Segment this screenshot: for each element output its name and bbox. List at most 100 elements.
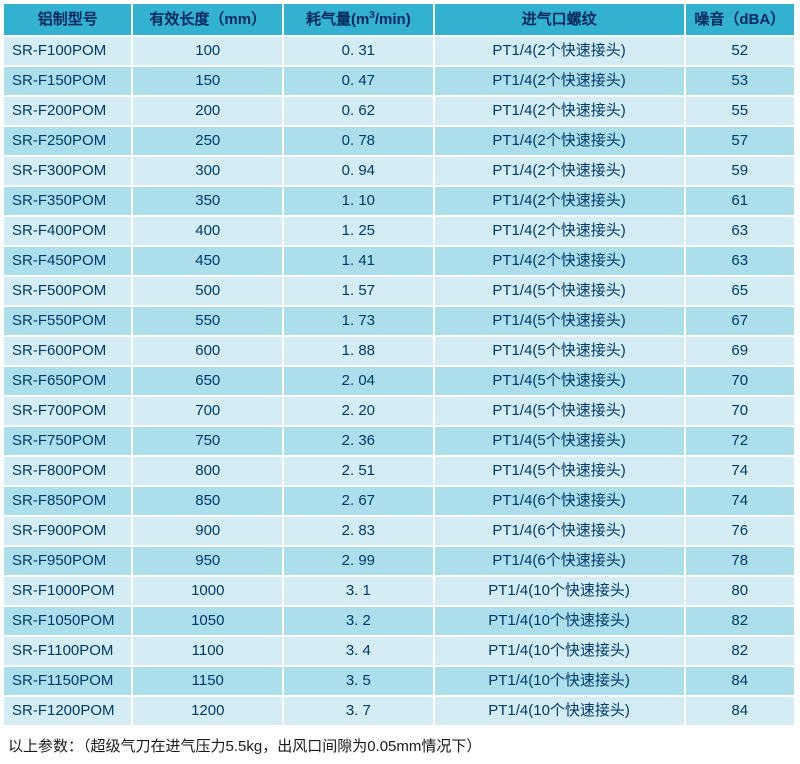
table-cell: 82 xyxy=(685,636,795,666)
table-row: SR-F100POM1000. 31PT1/4(2个快速接头)52 xyxy=(4,36,795,66)
table-cell: 1000 xyxy=(132,576,283,606)
table-cell: 0. 78 xyxy=(283,126,434,156)
table-cell: 0. 31 xyxy=(283,36,434,66)
table-cell: PT1/4(10个快速接头) xyxy=(434,696,685,726)
col-header-noise: 噪音（dBA） xyxy=(685,4,795,36)
table-cell: PT1/4(5个快速接头) xyxy=(434,336,685,366)
table-cell: 78 xyxy=(685,546,795,576)
table-cell: 1. 57 xyxy=(283,276,434,306)
table-cell: 100 xyxy=(132,36,283,66)
table-cell: PT1/4(6个快速接头) xyxy=(434,486,685,516)
col-header-model: 铝制型号 xyxy=(4,4,132,36)
table-cell: 3. 1 xyxy=(283,576,434,606)
table-cell: PT1/4(2个快速接头) xyxy=(434,126,685,156)
table-cell: 0. 47 xyxy=(283,66,434,96)
table-cell: PT1/4(2个快速接头) xyxy=(434,186,685,216)
table-cell: SR-F250POM xyxy=(4,126,132,156)
table-cell: 700 xyxy=(132,396,283,426)
table-cell: 300 xyxy=(132,156,283,186)
table-cell: 1050 xyxy=(132,606,283,636)
table-cell: SR-F550POM xyxy=(4,306,132,336)
table-row: SR-F350POM3501. 10PT1/4(2个快速接头)61 xyxy=(4,186,795,216)
table-row: SR-F400POM4001. 25PT1/4(2个快速接头)63 xyxy=(4,216,795,246)
table-cell: 84 xyxy=(685,696,795,726)
table-cell: 1. 41 xyxy=(283,246,434,276)
table-cell: PT1/4(2个快速接头) xyxy=(434,96,685,126)
table-cell: 84 xyxy=(685,666,795,696)
table-row: SR-F150POM1500. 47PT1/4(2个快速接头)53 xyxy=(4,66,795,96)
table-cell: PT1/4(2个快速接头) xyxy=(434,216,685,246)
table-cell: PT1/4(5个快速接头) xyxy=(434,366,685,396)
table-cell: SR-F700POM xyxy=(4,396,132,426)
table-cell: 950 xyxy=(132,546,283,576)
col-header-airflow: 耗气量(m3/min) xyxy=(283,4,434,36)
table-cell: 69 xyxy=(685,336,795,366)
table-cell: SR-F850POM xyxy=(4,486,132,516)
table-cell: 2. 51 xyxy=(283,456,434,486)
table-cell: 350 xyxy=(132,186,283,216)
table-cell: SR-F600POM xyxy=(4,336,132,366)
table-cell: SR-F650POM xyxy=(4,366,132,396)
table-cell: 1100 xyxy=(132,636,283,666)
table-cell: 1. 88 xyxy=(283,336,434,366)
table-cell: SR-F750POM xyxy=(4,426,132,456)
table-cell: PT1/4(5个快速接头) xyxy=(434,276,685,306)
table-row: SR-F650POM6502. 04PT1/4(5个快速接头)70 xyxy=(4,366,795,396)
table-cell: PT1/4(10个快速接头) xyxy=(434,636,685,666)
table-cell: PT1/4(6个快速接头) xyxy=(434,516,685,546)
table-cell: SR-F800POM xyxy=(4,456,132,486)
table-cell: SR-F500POM xyxy=(4,276,132,306)
table-cell: 52 xyxy=(685,36,795,66)
table-cell: PT1/4(5个快速接头) xyxy=(434,426,685,456)
table-row: SR-F950POM9502. 99PT1/4(6个快速接头)78 xyxy=(4,546,795,576)
table-cell: PT1/4(2个快速接头) xyxy=(434,156,685,186)
table-cell: PT1/4(2个快速接头) xyxy=(434,246,685,276)
table-cell: PT1/4(2个快速接头) xyxy=(434,66,685,96)
table-row: SR-F850POM8502. 67PT1/4(6个快速接头)74 xyxy=(4,486,795,516)
table-cell: 55 xyxy=(685,96,795,126)
table-cell: PT1/4(10个快速接头) xyxy=(434,606,685,636)
table-cell: SR-F950POM xyxy=(4,546,132,576)
table-cell: 2. 99 xyxy=(283,546,434,576)
table-cell: 57 xyxy=(685,126,795,156)
table-cell: 750 xyxy=(132,426,283,456)
table-cell: 61 xyxy=(685,186,795,216)
table-row: SR-F1100POM11003. 4PT1/4(10个快速接头)82 xyxy=(4,636,795,666)
table-cell: PT1/4(10个快速接头) xyxy=(434,576,685,606)
table-cell: 650 xyxy=(132,366,283,396)
table-cell: 3. 5 xyxy=(283,666,434,696)
table-cell: 80 xyxy=(685,576,795,606)
table-cell: 76 xyxy=(685,516,795,546)
table-cell: 550 xyxy=(132,306,283,336)
table-row: SR-F750POM7502. 36PT1/4(5个快速接头)72 xyxy=(4,426,795,456)
table-cell: 0. 94 xyxy=(283,156,434,186)
table-cell: 63 xyxy=(685,216,795,246)
table-cell: 0. 62 xyxy=(283,96,434,126)
table-cell: 1200 xyxy=(132,696,283,726)
table-cell: 850 xyxy=(132,486,283,516)
table-cell: 3. 7 xyxy=(283,696,434,726)
table-row: SR-F700POM7002. 20PT1/4(5个快速接头)70 xyxy=(4,396,795,426)
table-cell: 53 xyxy=(685,66,795,96)
table-cell: SR-F350POM xyxy=(4,186,132,216)
table-cell: SR-F150POM xyxy=(4,66,132,96)
table-cell: 2. 36 xyxy=(283,426,434,456)
table-cell: SR-F1150POM xyxy=(4,666,132,696)
table-cell: PT1/4(5个快速接头) xyxy=(434,396,685,426)
table-row: SR-F250POM2500. 78PT1/4(2个快速接头)57 xyxy=(4,126,795,156)
table-cell: SR-F1000POM xyxy=(4,576,132,606)
table-cell: SR-F100POM xyxy=(4,36,132,66)
table-cell: 2. 04 xyxy=(283,366,434,396)
table-cell: SR-F300POM xyxy=(4,156,132,186)
col-header-thread: 进气口螺纹 xyxy=(434,4,685,36)
table-cell: PT1/4(6个快速接头) xyxy=(434,546,685,576)
table-row: SR-F1050POM10503. 2PT1/4(10个快速接头)82 xyxy=(4,606,795,636)
table-cell: 59 xyxy=(685,156,795,186)
table-cell: PT1/4(10个快速接头) xyxy=(434,666,685,696)
table-cell: 450 xyxy=(132,246,283,276)
table-row: SR-F450POM4501. 41PT1/4(2个快速接头)63 xyxy=(4,246,795,276)
table-cell: SR-F400POM xyxy=(4,216,132,246)
table-cell: 2. 67 xyxy=(283,486,434,516)
table-cell: SR-F900POM xyxy=(4,516,132,546)
table-cell: 200 xyxy=(132,96,283,126)
